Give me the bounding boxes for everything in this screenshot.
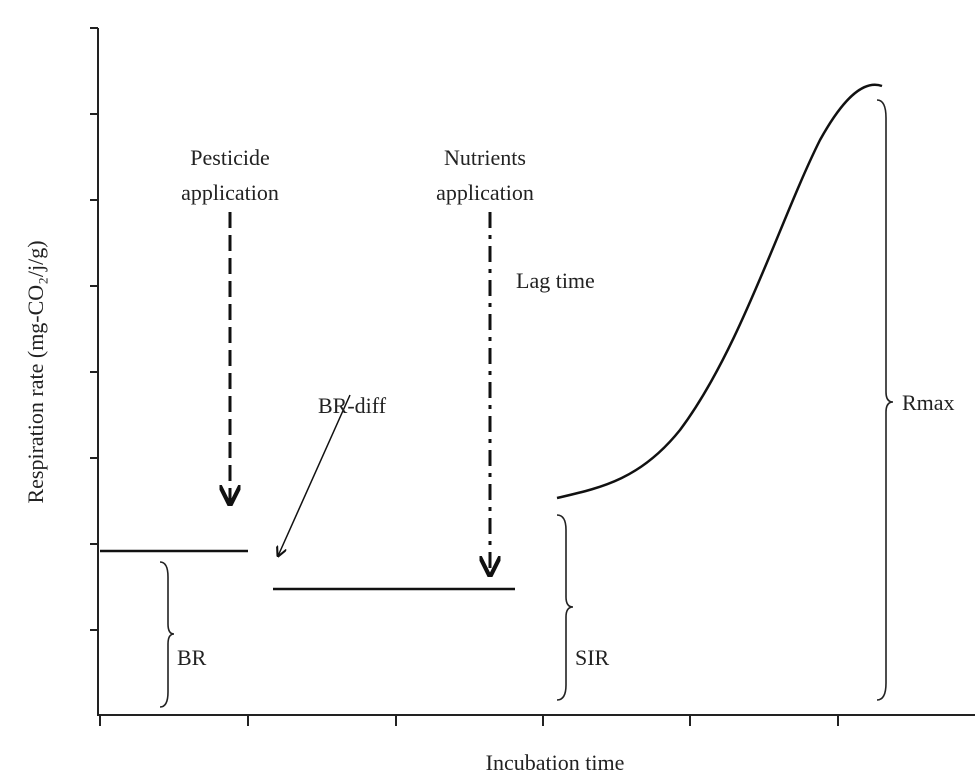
- annotation: Rmax: [902, 390, 955, 415]
- sir-brace: [556, 514, 574, 701]
- annotation: SIR: [575, 645, 610, 670]
- sir-curve: [556, 83, 883, 500]
- annotation: application: [181, 180, 279, 205]
- annotation: Pesticide: [190, 145, 269, 170]
- y-axis-label: Respiration rate (mg-CO₂/j/g): [23, 240, 48, 503]
- annotation: BR-diff: [318, 393, 387, 418]
- annotation: BR: [177, 645, 207, 670]
- x-axis-label: Incubation time: [486, 750, 625, 775]
- br-brace: [159, 561, 175, 708]
- annotation: application: [436, 180, 534, 205]
- annotation: Nutrients: [444, 145, 526, 170]
- br-diff-arrow: [278, 394, 351, 556]
- rmax-brace: [876, 99, 894, 701]
- annotation: Lag time: [516, 268, 595, 293]
- axes: [90, 27, 975, 726]
